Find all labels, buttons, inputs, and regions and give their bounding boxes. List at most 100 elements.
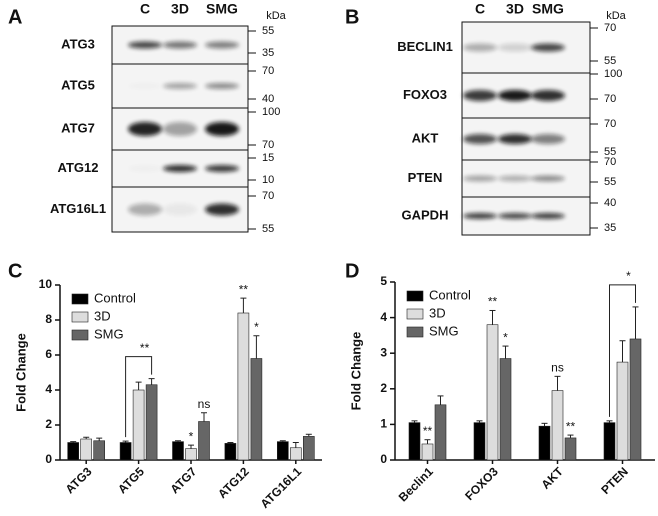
significance-label: ns [198,397,211,411]
bar [616,361,629,461]
panel-label: D [345,260,359,282]
marker-label: 70 [604,118,616,130]
row-label: ATG16L1 [50,201,106,216]
bar [629,338,642,461]
blot-band [463,134,497,144]
bar [237,312,250,461]
unit-label: kDa [606,10,626,22]
unit-label: kDa [266,10,286,22]
blot-band [163,165,197,172]
blot-band [463,175,497,182]
marker-label: 70 [604,22,616,34]
error-bar [148,378,155,385]
x-tick-label: ATG3 [63,464,95,496]
marker-label: 100 [604,68,622,80]
error-bar [489,309,496,325]
error-bar [253,335,260,359]
blot-band [498,90,532,101]
bar [302,436,315,461]
error-bar [619,340,626,363]
row-label: ATG7 [61,120,95,135]
blot-band [128,41,162,49]
legend-label: 3D [94,308,111,323]
error-bar [279,440,286,442]
error-bar [632,306,639,339]
significance-bracket [609,284,636,417]
row-label: FOXO3 [403,87,447,102]
row-label: ATG3 [61,36,95,51]
bar [434,404,447,461]
blot-band [205,83,239,89]
legend-label: 3D [429,305,446,320]
bar [564,437,577,461]
error-bar [606,420,613,423]
marker-label: 55 [604,146,616,158]
x-tick-label: ATG16L1 [258,464,305,511]
blot-band [128,203,162,216]
error-bar [476,420,483,423]
bar [250,358,263,461]
error-bar [201,412,207,422]
significance-label: * [626,269,631,283]
bar [486,324,499,461]
error-bar [437,395,444,405]
blot-band [531,90,565,101]
y-tick-label: 2 [45,417,52,431]
legend-swatch [406,308,424,320]
legend-swatch [71,311,89,323]
blot-band [531,175,565,182]
panel-label: B [345,6,359,28]
bar [172,441,184,461]
blot-band [463,43,497,52]
significance-label: ** [140,341,150,355]
error-bar [292,442,299,448]
y-tick-label: 0 [380,452,387,466]
y-tick-label: 3 [380,345,387,359]
bar [119,442,132,461]
x-tick-label: ATG12 [215,464,252,501]
blot-band [128,165,162,172]
lane-header: SMG [532,1,564,17]
legend-swatch [406,290,424,302]
error-bar [502,345,509,359]
significance-label: * [503,330,508,344]
marker-label: 100 [262,106,280,118]
error-bar [240,297,247,313]
marker-label: 70 [262,190,274,202]
significance-label: ** [423,424,433,438]
error-bar [122,440,129,443]
blot-band [128,83,162,89]
marker-label: 55 [262,25,274,37]
error-bar [554,375,561,391]
error-bar [227,442,234,444]
bar [538,425,551,461]
legend-swatch [71,329,89,341]
lane-header: C [475,1,485,17]
y-tick-label: 5 [380,274,387,288]
marker-label: 10 [262,174,274,186]
bar [80,438,92,461]
lane-header: SMG [206,1,238,17]
x-tick-label: PTEN [598,464,631,497]
error-bar [83,436,90,439]
legend-swatch [71,293,89,305]
blot-band [205,122,239,136]
marker-label: 55 [604,176,616,188]
row-label: ATG12 [58,160,99,175]
bar [603,422,616,461]
marker-label: 35 [604,222,616,234]
marker-label: 70 [262,65,274,77]
bar [132,389,145,461]
bar [408,422,421,461]
x-tick-label: AKT [539,464,567,492]
marker-label: 55 [262,223,274,235]
marker-label: 70 [262,139,274,151]
marker-label: 55 [604,55,616,67]
significance-label: ** [239,282,249,296]
marker-label: 15 [262,152,274,164]
lane-header: 3D [506,1,524,17]
error-bar [175,440,181,442]
y-tick-label: 4 [380,310,387,324]
error-bar [188,444,194,449]
